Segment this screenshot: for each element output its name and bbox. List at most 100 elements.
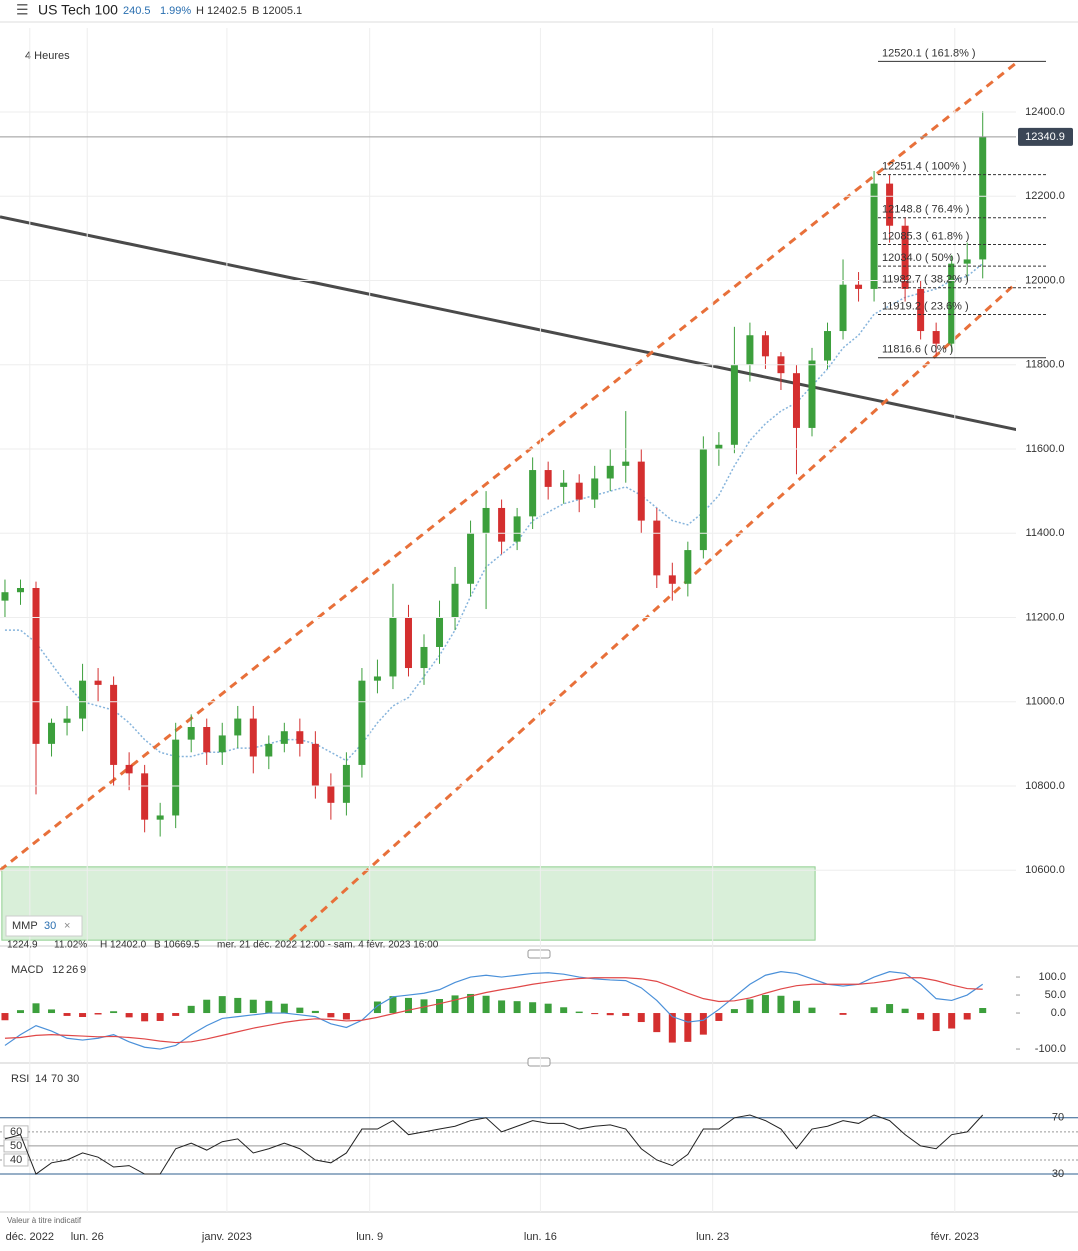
x-tick-label: janv. 2023 <box>201 1231 252 1243</box>
candle-body <box>63 718 71 723</box>
macd-histogram-bar <box>327 1013 335 1018</box>
candle-body <box>420 646 428 669</box>
macd-histogram-bar <box>901 1008 909 1014</box>
candle-body <box>156 815 164 820</box>
macd-tick-label: 50.0 <box>1045 989 1066 1001</box>
x-tick-label: lun. 26 <box>71 1231 104 1243</box>
macd-histogram-bar <box>730 1009 738 1014</box>
macd-histogram-bar <box>792 1000 800 1014</box>
macd-histogram-bar <box>746 999 754 1014</box>
macd-histogram-bar <box>529 1002 537 1014</box>
resize-handle[interactable] <box>527 949 551 959</box>
candle-body <box>606 465 614 479</box>
macd-param: 12 <box>52 964 64 976</box>
macd-histogram-bar <box>777 995 785 1014</box>
macd-histogram-bar <box>436 999 444 1014</box>
macd-histogram-bar <box>125 1013 133 1018</box>
fib-label: 12085.3 ( 61.8% ) <box>882 230 969 242</box>
candle-body <box>668 575 676 584</box>
candle-body <box>917 288 925 332</box>
rsi-param: 30 <box>67 1073 79 1085</box>
candle-body <box>327 785 335 803</box>
candle-body <box>963 259 971 264</box>
x-tick-label: lun. 23 <box>696 1231 729 1243</box>
candle-body <box>436 617 444 647</box>
macd-histogram-bar <box>280 1003 288 1014</box>
macd-histogram-bar <box>16 1010 24 1014</box>
macd-histogram-bar <box>63 1013 71 1016</box>
candle-body <box>404 617 412 669</box>
info: H 12402.0 <box>100 940 147 951</box>
y-tick-label: 12000.0 <box>1025 274 1065 286</box>
macd-histogram-bar <box>591 1013 599 1015</box>
menu-icon[interactable]: ☰ <box>16 2 29 18</box>
candle-body <box>699 448 707 551</box>
rsi-name: RSI <box>11 1073 29 1085</box>
macd-tick-label: -100.0 <box>1035 1043 1066 1055</box>
x-tick-label: lun. 16 <box>524 1231 557 1243</box>
macd-histogram-bar <box>715 1013 723 1021</box>
x-tick-label: févr. 2023 <box>931 1231 979 1243</box>
rsi-param: 14 <box>35 1073 47 1085</box>
macd-histogram-bar <box>311 1010 319 1014</box>
macd-histogram-bar <box>110 1011 118 1014</box>
candle-body <box>591 478 599 500</box>
rsi-level-chip <box>3 1125 29 1139</box>
macd-histogram-bar <box>637 1013 645 1023</box>
candle-body <box>94 680 102 685</box>
macd-histogram-bar <box>699 1013 707 1035</box>
candle-body <box>855 284 863 289</box>
candle-body <box>249 718 257 757</box>
resize-handle[interactable] <box>527 1057 551 1067</box>
candle-body <box>529 470 537 517</box>
macd-tick-label: 100.0 <box>1038 971 1066 983</box>
candle-body <box>761 335 769 357</box>
macd-histogram-bar <box>932 1013 940 1032</box>
macd-histogram-bar <box>808 1007 816 1014</box>
macd-histogram-bar <box>482 995 490 1014</box>
timeframe: 4 Heures <box>25 50 70 62</box>
candle-body <box>280 731 288 744</box>
change-pct: 1.99% <box>160 5 191 17</box>
macd-histogram-bar <box>963 1013 971 1020</box>
macd-histogram-bar <box>513 1001 521 1014</box>
macd-histogram-bar <box>979 1008 987 1014</box>
macd-histogram-bar <box>404 997 412 1014</box>
macd-histogram-bar <box>342 1013 350 1020</box>
ma-period: 30 <box>44 920 56 932</box>
macd-histogram-bar <box>94 1013 102 1015</box>
macd-histogram-bar <box>249 999 257 1014</box>
candle-body <box>389 617 397 677</box>
y-tick-label: 11600.0 <box>1026 443 1065 455</box>
rsi-level-chip <box>3 1139 29 1153</box>
candle-body <box>218 735 226 753</box>
candle-body <box>187 727 195 740</box>
y-tick-label: 11200.0 <box>1026 611 1065 623</box>
candle-body <box>482 507 490 534</box>
candle-body <box>79 680 87 719</box>
trend-line <box>0 215 1016 432</box>
fib-label: 11919.2 ( 23.6% ) <box>882 300 969 312</box>
info: mer. 21 déc. 2022 12:00 - sam. 4 févr. 2… <box>217 940 439 951</box>
macd-histogram-bar <box>948 1013 956 1029</box>
macd-histogram-bar <box>886 1004 894 1014</box>
candle-body <box>311 743 319 786</box>
macd-histogram-bar <box>653 1013 661 1033</box>
macd-line <box>4 977 983 1044</box>
macd-histogram-bar <box>234 997 242 1014</box>
rsi-tick-label: 30 <box>1052 1168 1064 1180</box>
trend-line <box>288 281 1016 942</box>
low: B 12005.1 <box>252 5 302 17</box>
macd-histogram-bar <box>544 1003 552 1014</box>
macd-histogram-bar <box>606 1013 614 1016</box>
candle-body <box>637 461 645 521</box>
fib-label: 12148.8 ( 76.4% ) <box>882 204 969 216</box>
macd-name: MACD <box>11 964 43 976</box>
macd-histogram-bar <box>156 1013 164 1021</box>
fib-label: 12034.0 ( 50% ) <box>882 252 960 264</box>
fib-label: 12251.4 ( 100% ) <box>882 160 966 172</box>
moving-average <box>4 263 984 762</box>
candle-body <box>653 520 661 576</box>
macd-histogram-bar <box>187 1005 195 1014</box>
candle-body <box>125 764 133 774</box>
